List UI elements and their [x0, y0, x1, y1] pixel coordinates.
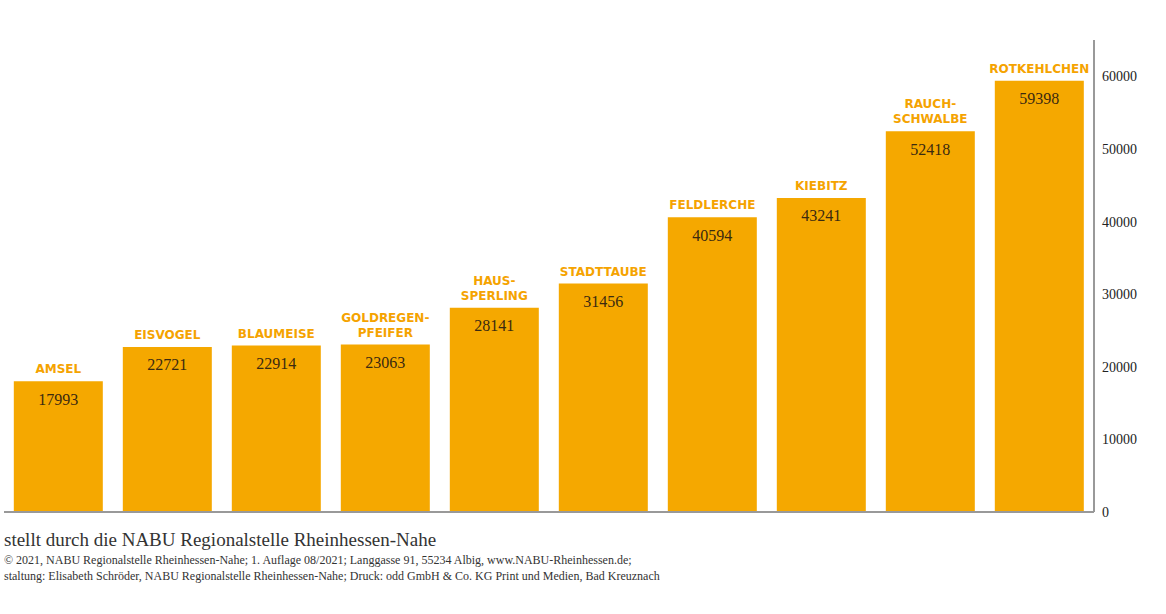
svg-text:30000: 30000 — [1102, 287, 1137, 302]
svg-text:22721: 22721 — [147, 356, 187, 373]
svg-text:GOLDREGEN-PFEIFER: GOLDREGEN-PFEIFER — [341, 311, 429, 340]
svg-text:HAUS-SPERLING: HAUS-SPERLING — [461, 274, 528, 303]
svg-text:ROTKEHLCHEN: ROTKEHLCHEN — [989, 62, 1089, 76]
svg-text:KIEBITZ: KIEBITZ — [795, 179, 848, 193]
svg-text:59398: 59398 — [1019, 90, 1059, 107]
svg-text:FELDLERCHE: FELDLERCHE — [669, 198, 755, 212]
html-text:staltung: Elisabeth Schröder,: staltung: Elisabeth Schröder, NABU Regio… — [4, 569, 660, 583]
svg-text:60000: 60000 — [1102, 69, 1137, 84]
svg-text:40594: 40594 — [692, 227, 732, 244]
svg-text:28141: 28141 — [474, 317, 514, 334]
svg-text:50000: 50000 — [1102, 142, 1137, 157]
svg-text:BLAUMEISE: BLAUMEISE — [238, 327, 315, 341]
svg-text:43241: 43241 — [801, 207, 841, 224]
svg-text:31456: 31456 — [583, 293, 623, 310]
html-text:© 2021, NABU Regionalstelle Rh: © 2021, NABU Regionalstelle Rheinhessen-… — [4, 553, 632, 567]
svg-text:EISVOGEL: EISVOGEL — [134, 328, 201, 342]
svg-text:23063: 23063 — [365, 354, 405, 371]
html-text:stellt durch die NABU Regional: stellt durch die NABU Regionalstelle Rhe… — [4, 529, 437, 550]
svg-text:22914: 22914 — [256, 355, 296, 372]
svg-text:10000: 10000 — [1102, 432, 1137, 447]
svg-text:RAUCH-SCHWALBE: RAUCH-SCHWALBE — [893, 97, 967, 126]
svg-text:52418: 52418 — [910, 141, 950, 158]
svg-text:AMSEL: AMSEL — [35, 362, 81, 376]
svg-text:STADTTAUBE: STADTTAUBE — [560, 265, 647, 279]
svg-text:20000: 20000 — [1102, 360, 1137, 375]
svg-text:0: 0 — [1102, 505, 1109, 520]
svg-text:17993: 17993 — [38, 391, 78, 408]
svg-text:40000: 40000 — [1102, 215, 1137, 230]
